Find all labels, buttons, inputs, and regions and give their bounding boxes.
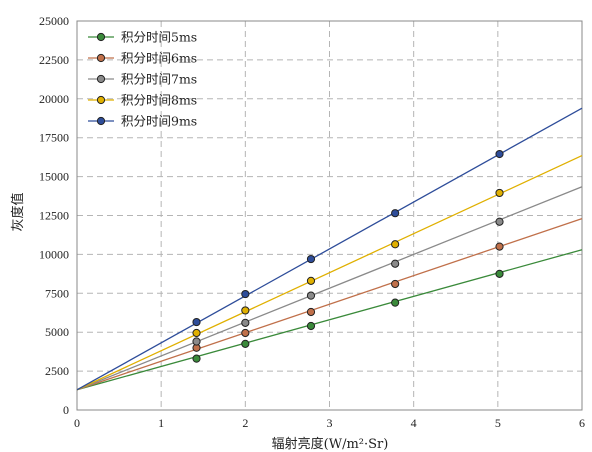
- legend-marker: [96, 116, 106, 126]
- y-tick-label: 20000: [39, 92, 69, 106]
- data-points: [192, 149, 504, 363]
- data-point-series-2: [306, 307, 316, 317]
- y-axis-title: 灰度值: [10, 192, 26, 231]
- x-tick-label: 2: [242, 416, 248, 430]
- y-tick-label: 15000: [39, 170, 69, 184]
- y-tick-label: 12500: [39, 209, 69, 223]
- data-point-series-1: [391, 298, 400, 307]
- fit-line-series-3: [76, 186, 583, 391]
- x-tick-label: 5: [495, 416, 501, 430]
- data-point-series-4: [241, 306, 250, 315]
- y-tick-label: 22500: [39, 53, 69, 67]
- data-point-series-5: [192, 317, 201, 327]
- data-point-series-5: [495, 149, 504, 159]
- x-axis-title: 辐射亮度(W/m²·Sr): [272, 436, 389, 452]
- legend-label: 积分时间5ms: [121, 30, 197, 45]
- data-point-series-4: [391, 240, 400, 249]
- fit-lines: [76, 107, 583, 391]
- y-tick-label: 7500: [45, 286, 69, 300]
- fit-line-series-1: [76, 249, 583, 391]
- data-point-series-3: [192, 337, 201, 346]
- data-point-series-1: [306, 321, 316, 331]
- x-tick-label: 1: [158, 416, 164, 430]
- legend-marker: [96, 53, 106, 63]
- legend-label: 积分时间9ms: [121, 114, 197, 129]
- legend-marker: [96, 32, 106, 42]
- y-axis-ticks: 0 2500 5000 7500 10000 12500 15000 17500 20000 22…: [39, 14, 69, 417]
- x-axis-ticks: 0 1 2 3 4 5 6: [74, 416, 585, 430]
- data-point-series-3: [495, 217, 504, 226]
- data-point-series-3: [241, 318, 250, 327]
- data-point-series-4: [495, 188, 504, 198]
- x-tick-label: 3: [327, 416, 333, 430]
- data-point-series-3: [391, 259, 400, 268]
- data-point-series-4: [306, 276, 316, 285]
- legend: 积分时间5ms 积分时间6ms 积分时间7ms 积分时间8ms 积分时间9ms: [88, 30, 197, 129]
- data-point-series-4: [192, 328, 201, 338]
- y-tick-label: 10000: [39, 247, 69, 261]
- legend-label: 积分时间8ms: [121, 93, 197, 108]
- data-point-series-1: [192, 354, 201, 363]
- data-point-series-1: [495, 269, 504, 278]
- data-point-series-2: [391, 279, 400, 289]
- legend-label: 积分时间6ms: [121, 51, 197, 66]
- x-tick-label: 0: [74, 416, 80, 430]
- data-point-series-2: [241, 328, 250, 338]
- y-tick-label: 0: [63, 403, 69, 417]
- legend-marker: [96, 74, 106, 84]
- y-tick-label: 17500: [39, 131, 69, 145]
- y-tick-label: 25000: [39, 14, 69, 28]
- plot-frame: [76, 20, 583, 411]
- data-point-series-2: [495, 242, 504, 251]
- legend-marker: [96, 95, 106, 105]
- grid: [77, 21, 582, 410]
- fit-line-series-5: [76, 107, 583, 391]
- data-point-series-3: [306, 291, 316, 300]
- y-tick-label: 5000: [45, 325, 69, 339]
- x-tick-label: 4: [411, 416, 417, 430]
- x-tick-label: 6: [579, 416, 585, 430]
- data-point-series-5: [306, 254, 316, 264]
- legend-label: 积分时间7ms: [121, 72, 197, 87]
- y-tick-label: 2500: [45, 364, 69, 378]
- data-point-series-5: [241, 289, 250, 299]
- data-point-series-1: [241, 339, 250, 348]
- data-point-series-5: [391, 209, 400, 218]
